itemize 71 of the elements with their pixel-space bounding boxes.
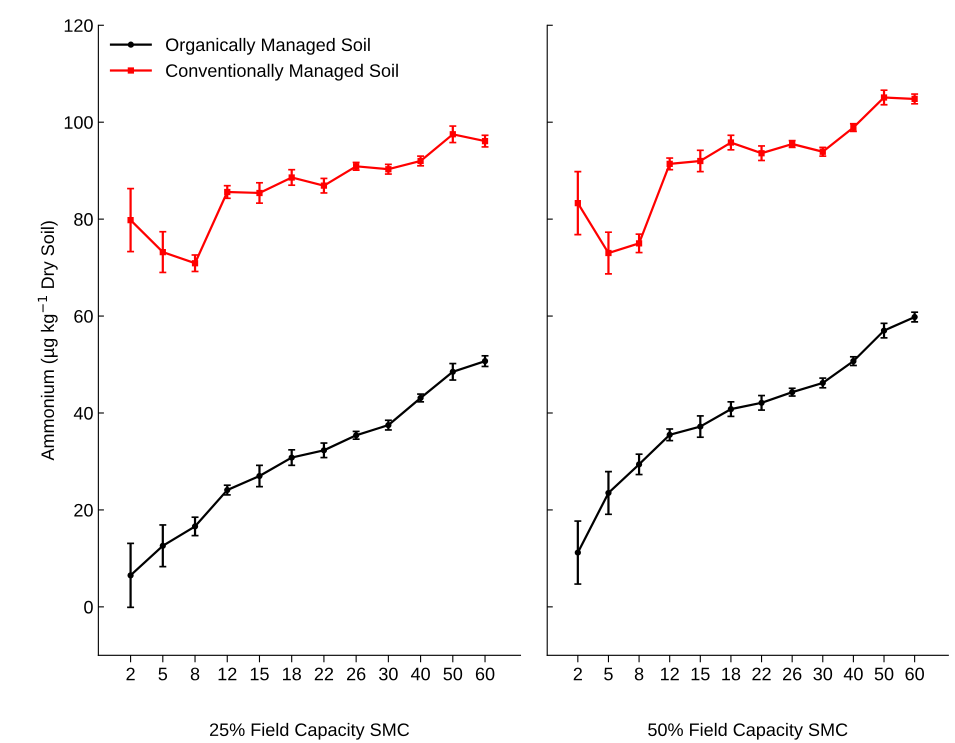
y-tick-label: 40 bbox=[74, 406, 93, 420]
point bbox=[697, 423, 704, 430]
x-tick-label: 2 bbox=[126, 668, 135, 680]
x-tick-label: 12 bbox=[218, 668, 236, 680]
y-tick-label: 120 bbox=[64, 19, 93, 32]
point bbox=[605, 250, 612, 256]
point bbox=[288, 454, 295, 461]
point bbox=[728, 139, 734, 146]
point bbox=[666, 160, 673, 167]
point bbox=[450, 368, 456, 375]
x-tick-label: 15 bbox=[250, 668, 269, 680]
x-tick-label: 50 bbox=[443, 668, 462, 680]
y-tick-label: 20 bbox=[74, 504, 93, 517]
point bbox=[574, 200, 581, 206]
point bbox=[192, 260, 198, 266]
x-tick-label: 60 bbox=[476, 668, 494, 680]
legend-label: Conventionally Managed Soil bbox=[166, 64, 398, 81]
point bbox=[482, 138, 488, 144]
point bbox=[850, 124, 857, 131]
x-tick-label: 26 bbox=[783, 668, 802, 680]
x-tick-label: 26 bbox=[347, 668, 366, 680]
point bbox=[605, 490, 612, 496]
point bbox=[574, 549, 581, 556]
x-tick-label: 40 bbox=[410, 668, 430, 680]
x-tick-label: 50 bbox=[874, 668, 894, 680]
point bbox=[482, 358, 488, 364]
x-tick-label: 12 bbox=[661, 668, 679, 680]
x-tick-label: 2 bbox=[574, 668, 582, 680]
point bbox=[256, 472, 263, 480]
x-tick-label: 60 bbox=[906, 668, 924, 680]
point bbox=[320, 182, 328, 189]
point bbox=[758, 400, 765, 406]
point bbox=[288, 174, 295, 181]
x-axis-title: 50% Field Capacity SMC bbox=[648, 722, 848, 740]
y-tick-label: 80 bbox=[74, 213, 93, 226]
x-axis-title: 25% Field Capacity SMC bbox=[210, 722, 410, 740]
y-tick-label: 60 bbox=[74, 310, 93, 323]
x-tick-label: 5 bbox=[604, 668, 613, 680]
point bbox=[880, 327, 888, 334]
x-tick-label: 8 bbox=[634, 668, 644, 680]
point bbox=[728, 406, 734, 412]
legend-label: Organically Managed Soil bbox=[166, 38, 370, 55]
x-tick-label: 22 bbox=[752, 668, 771, 680]
point bbox=[127, 572, 134, 578]
y-tick-label: 100 bbox=[64, 116, 93, 129]
point bbox=[636, 240, 642, 246]
x-tick-label: 5 bbox=[158, 668, 168, 680]
point bbox=[320, 447, 328, 454]
point bbox=[160, 248, 166, 256]
point bbox=[880, 94, 888, 101]
y-tick-label: 0 bbox=[84, 600, 93, 614]
point bbox=[127, 216, 134, 224]
x-tick-label: 30 bbox=[379, 668, 398, 680]
x-tick-label: 30 bbox=[813, 668, 832, 680]
y-axis-title: Ammonium (µg kg$^{−1}$ Dry Soil) bbox=[38, 221, 58, 461]
point bbox=[758, 150, 765, 156]
x-tick-label: 22 bbox=[314, 668, 334, 680]
x-tick-label: 15 bbox=[692, 668, 710, 680]
x-tick-label: 40 bbox=[844, 668, 863, 680]
x-tick-label: 18 bbox=[283, 668, 301, 680]
point bbox=[697, 158, 704, 164]
point bbox=[666, 432, 673, 438]
point bbox=[224, 188, 230, 196]
point bbox=[192, 523, 198, 530]
point bbox=[850, 358, 857, 364]
point bbox=[160, 542, 166, 549]
x-tick-label: 18 bbox=[722, 668, 740, 680]
point bbox=[256, 190, 263, 196]
x-tick-label: 8 bbox=[190, 668, 200, 680]
point bbox=[450, 131, 456, 138]
point bbox=[636, 461, 642, 468]
